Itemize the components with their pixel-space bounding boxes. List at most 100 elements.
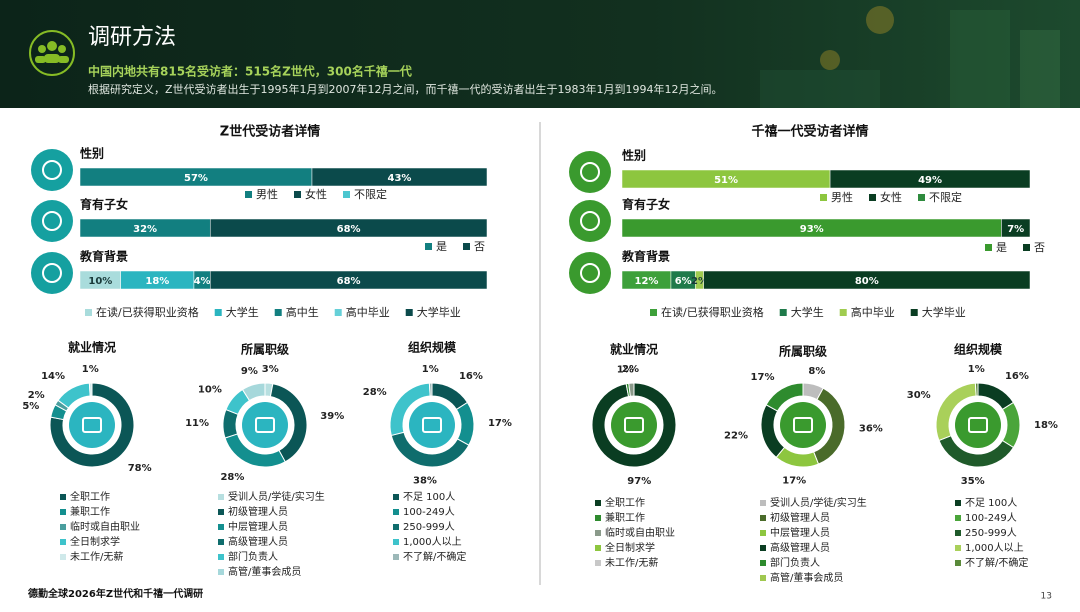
bar-value-label: 93% [800,224,824,235]
donut-value-label: 1% [968,364,985,375]
donut-center-glyph [82,417,102,433]
donut-value-label: 9% [241,366,258,377]
bar-value-label: 18% [145,276,169,287]
bar-segment [703,270,1031,290]
legend-label: 兼职工作 [70,505,110,518]
legend-swatch [85,309,92,316]
legend-label: 兼职工作 [605,511,645,524]
legend-label: 临时或自由职业 [70,520,140,533]
legend-swatch [910,309,918,316]
legend-label: 中层管理人员 [228,520,288,533]
bar-value-label: 2% [691,276,708,287]
category-icon [31,252,73,294]
donut-center [409,402,455,448]
donut-title: 组织规模 [408,340,457,355]
donut-title: 所属职级 [779,344,827,359]
legend-swatch [334,309,342,316]
header-decoration [760,6,1060,108]
donut-value-label: 36% [859,424,883,435]
legend-label: 是 [436,240,447,253]
legend-label: 大学生 [791,305,824,319]
legend-swatch [214,309,222,316]
legend-swatch [918,194,925,201]
legend-label: 大学生 [226,305,259,319]
donut-value-label: 35% [961,476,985,487]
legend-label: 否 [474,240,485,253]
panel-title: 千禧一代受访者详情 [751,124,868,140]
category-icon-glyph [580,211,600,231]
category-icon-glyph [42,263,62,283]
category-icon [569,252,611,294]
legend-label: 100-249人 [965,512,1017,524]
donut-segment [628,382,635,397]
legend-label: 高管/董事会成员 [770,571,843,584]
legend-swatch [218,569,224,575]
donut-segment [591,382,677,468]
page-number: 13 [1041,592,1052,602]
bar-title: 教育背景 [79,249,128,264]
legend-swatch [393,494,399,500]
legend-swatch [218,554,224,560]
legend-label: 1,000人以上 [403,536,462,548]
legend-swatch [393,509,399,515]
legend-label: 在读/已获得职业资格 [96,305,199,319]
legend-label: 全日制求学 [605,541,655,554]
donut-value-label: 22% [724,430,748,441]
legend-swatch [595,500,601,506]
donut-center [242,402,288,448]
legend-swatch [779,309,787,316]
bar-title: 性别 [621,148,646,163]
legend-label: 全职工作 [605,496,645,509]
donut-center [955,402,1001,448]
donut-center-glyph [422,417,442,433]
donut-segment [428,382,433,397]
legend-swatch [245,191,252,198]
donut-value-label: 10% [198,384,222,395]
legend-swatch [425,243,432,250]
donut-value-label: 2% [28,390,45,401]
legend-swatch [955,560,961,566]
legend-label: 是 [996,241,1007,254]
bar-value-label: 68% [337,276,361,287]
legend-swatch [1023,244,1030,251]
donut-value-label: 97% [627,476,651,487]
bar-value-label: 12% [635,276,659,287]
donut-value-label: 39% [320,411,344,422]
donut-value-label: 30% [907,390,931,401]
legend-label: 高管/董事会成员 [228,565,301,578]
donut-value-label: 1% [617,365,634,376]
header-note: 根据研究定义，Z世代受访者出生于1995年1月到2007年12月之间，而千禧一代… [88,82,723,96]
donut-value-label: 8% [808,366,825,377]
legend-swatch [595,545,601,551]
legend-swatch [218,539,224,545]
category-icon-glyph [580,162,600,182]
legend-swatch [218,494,224,500]
legend-swatch [60,524,66,530]
legend-swatch [393,524,399,530]
legend-label: 不限定 [929,190,962,204]
legend-label: 不足 100人 [965,497,1017,509]
panel-title: Z世代受访者详情 [220,124,320,140]
legend-label: 大学毕业 [417,305,461,319]
donut-value-label: 2% [622,364,639,375]
legend-swatch [294,191,301,198]
legend-swatch [760,560,766,566]
header-icon-people [35,41,69,63]
legend-label: 大学毕业 [922,305,966,319]
legend-label: 初级管理人员 [770,511,830,524]
legend-swatch [760,575,766,581]
legend-swatch [869,194,876,201]
bar-segment [209,218,488,238]
legend-swatch [60,494,66,500]
legend-label: 不限定 [354,187,387,201]
legend-swatch [955,545,961,551]
donut-value-label: 11% [185,418,209,429]
bar-segment [1001,218,1031,238]
donut-value-label: 17% [488,418,512,429]
legend-label: 男性 [256,187,278,201]
donut-value-label: 17% [751,372,775,383]
donut-segment [241,382,266,402]
legend-swatch [405,309,413,316]
category-icon-glyph [580,263,600,283]
